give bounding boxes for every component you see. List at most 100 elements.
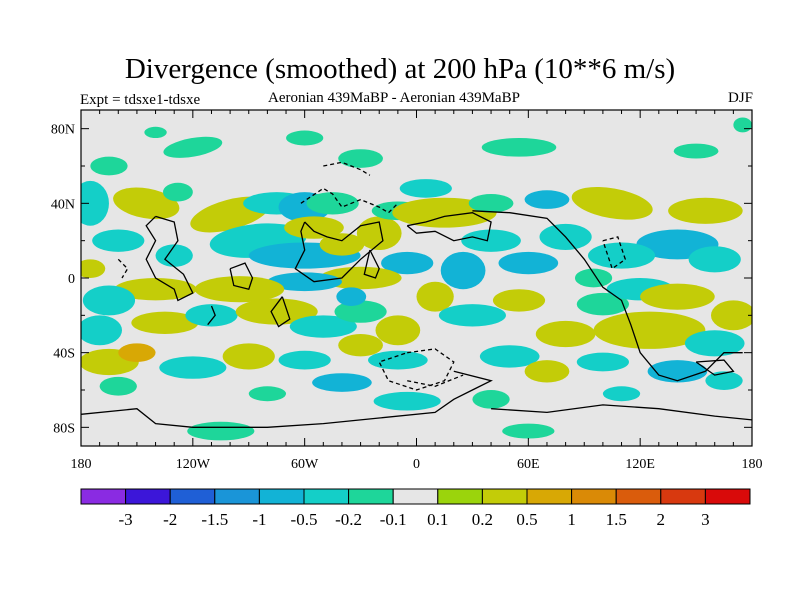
x-tick-label: 180 — [742, 457, 763, 472]
colorbar-label: -0.2 — [335, 510, 362, 529]
contour-region — [368, 350, 428, 370]
contour-region — [668, 197, 743, 224]
coastline — [294, 221, 384, 283]
contour-region — [113, 187, 180, 220]
contour-region — [593, 311, 706, 349]
contour-region — [163, 182, 193, 202]
colorbar-label: -2 — [163, 510, 177, 529]
colorbar-label: 1 — [567, 510, 576, 529]
x-tick-label: 180 — [71, 457, 92, 472]
colorbar-label: -3 — [119, 510, 133, 529]
contour-region — [235, 298, 318, 325]
y-tick-label: 80N — [51, 123, 75, 138]
contour-region — [338, 149, 383, 168]
colorbar-swatch — [526, 488, 573, 505]
contour-region — [587, 242, 656, 269]
contour-region — [576, 352, 629, 372]
contour-region — [468, 194, 514, 213]
coastline — [472, 210, 743, 382]
contour-region — [289, 315, 357, 338]
contour-region — [524, 360, 570, 383]
contour-region — [498, 251, 559, 275]
y-tick-label: 40N — [51, 197, 75, 212]
contour-region — [640, 283, 715, 310]
contour-region — [90, 156, 128, 176]
contour-region — [248, 386, 287, 402]
contour-region — [222, 343, 275, 370]
colorbar-swatch — [481, 488, 528, 505]
contour-region — [711, 300, 752, 331]
coastline — [207, 305, 216, 326]
coastline — [145, 215, 194, 302]
contour-region — [399, 179, 452, 198]
contour-region — [524, 190, 570, 209]
colorbar-swatch — [660, 488, 706, 505]
contour-region — [81, 259, 106, 278]
experiment-label: Expt = tdsxe1-tdsxe — [80, 92, 201, 108]
colorbar-label: -0.5 — [291, 510, 318, 529]
colorbar-swatch — [169, 488, 216, 505]
colorbar-swatch — [125, 488, 171, 505]
coastline — [323, 161, 371, 176]
contour-region — [155, 244, 193, 267]
contour-region — [92, 229, 145, 252]
contour-region — [278, 350, 331, 370]
contour-region — [571, 186, 653, 220]
contour-region — [479, 345, 540, 368]
x-tick-label: 60W — [291, 457, 319, 472]
coastline — [695, 359, 735, 376]
map-axes: 180 120W 60W 0 60E 120E 180 80N 40N 0 40S 80S — [51, 110, 763, 472]
colorbar-label: 0.2 — [472, 510, 493, 529]
coastline — [491, 404, 752, 421]
contour-region — [375, 315, 421, 346]
contour-region — [647, 360, 708, 383]
colorbar-swatch — [392, 488, 439, 505]
colorbar-swatch — [615, 488, 662, 505]
contour-region — [684, 330, 745, 357]
coastline — [300, 187, 399, 214]
colorbar-swatch — [437, 488, 483, 505]
contour-region — [81, 180, 109, 226]
contour-region — [267, 272, 342, 292]
y-tick-label: 40S — [53, 347, 75, 362]
contour-region — [194, 276, 285, 303]
divergence-contours — [81, 117, 752, 441]
colorbar-label: 0.5 — [516, 510, 537, 529]
contour-region — [576, 292, 629, 316]
coastline — [270, 296, 291, 328]
chart-title: Divergence (smoothed) at 200 hPa (10**6 … — [124, 53, 676, 85]
y-tick-label: 80S — [53, 421, 75, 436]
colorbar-label: -1 — [252, 510, 266, 529]
coastline — [407, 374, 464, 387]
contour-region — [319, 233, 365, 256]
colorbar-label: 3 — [701, 510, 710, 529]
contour-region — [81, 315, 122, 346]
colorbar-swatch — [80, 488, 127, 505]
contour-region — [82, 285, 136, 316]
colorbar-label: 0.1 — [427, 510, 448, 529]
contour-region — [306, 192, 359, 215]
contour-region — [602, 386, 641, 402]
contour-region — [416, 281, 454, 312]
contour-region — [438, 304, 506, 327]
colorbar-label: -1.5 — [201, 510, 228, 529]
contour-region — [144, 126, 167, 138]
coastline — [81, 370, 493, 428]
period-label: Aeronian 439MaBP - Aeronian 439MaBP — [268, 90, 520, 106]
contour-region — [502, 423, 555, 439]
contour-region — [99, 376, 137, 396]
colorbar-label: 1.5 — [606, 510, 627, 529]
colorbar-swatch — [303, 488, 350, 505]
colorbar-swatch — [704, 488, 751, 505]
contour-region — [381, 251, 434, 275]
contour-region — [187, 421, 255, 441]
contour-region — [159, 356, 227, 379]
contour-region — [688, 246, 741, 273]
contour-region — [481, 138, 557, 157]
coastlines — [81, 161, 752, 428]
contour-region — [336, 287, 367, 306]
contour-region — [284, 216, 344, 239]
contour-region — [338, 334, 383, 357]
